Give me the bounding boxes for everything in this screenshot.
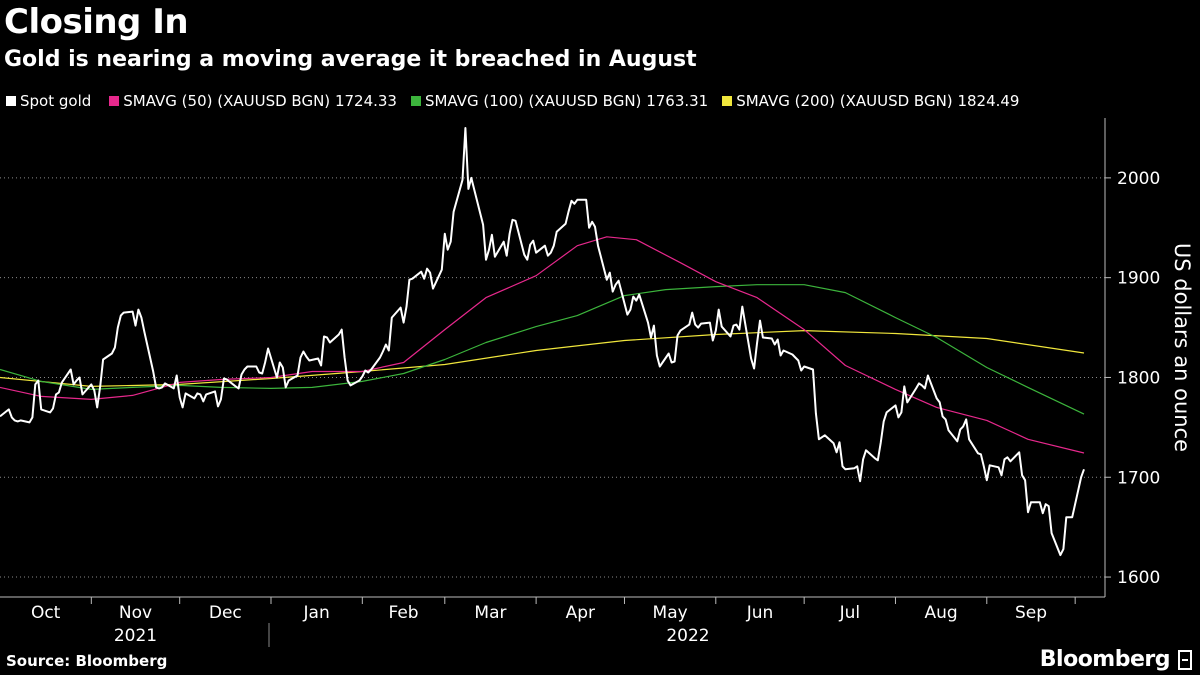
legend-label-smavg-100: SMAVG (100) (XAUUSD BGN) <box>424 92 642 110</box>
x-tick-label-nov: Nov <box>119 603 152 623</box>
x-year-label-2022: 2022 <box>666 626 709 646</box>
x-tick-label-may: May <box>653 603 688 623</box>
x-tick-label-jun: Jun <box>746 603 774 623</box>
grid-lines <box>0 177 1105 578</box>
legend-item-smavg-200: SMAVG (200) (XAUUSD BGN) 1824.49 <box>722 90 1019 112</box>
legend-value-smavg-100: 1763.31 <box>646 92 709 110</box>
smavg-100-line <box>0 284 1085 415</box>
legend-value-smavg-50: 1724.33 <box>334 92 397 110</box>
y-tick-label-1600: 1600 <box>1117 568 1160 588</box>
legend-label-spot-gold: Spot gold <box>20 92 92 110</box>
legend-item-smavg-50: SMAVG (50) (XAUUSD BGN) 1724.33 <box>109 90 397 112</box>
legend: Spot gold SMAVG (50) (XAUUSD BGN) 1724.3… <box>6 90 1033 112</box>
legend-label-smavg-50: SMAVG (50) (XAUUSD BGN) <box>123 92 331 110</box>
smavg-200-line <box>0 330 1085 387</box>
x-year-label-2021: 2021 <box>114 626 157 646</box>
chart-subtitle: Gold is nearing a moving average it brea… <box>4 47 697 72</box>
smavg-50-line <box>0 236 1085 454</box>
brand-name: Bloomberg <box>1039 647 1171 672</box>
x-tick-label-jul: Jul <box>839 603 861 623</box>
legend-item-spot-gold: Spot gold <box>6 90 91 112</box>
legend-swatch-spot-gold <box>6 96 16 106</box>
x-tick-label-mar: Mar <box>474 603 506 623</box>
brand-logo: Bloomberg <box>1040 645 1192 675</box>
x-tick-label-sep: Sep <box>1015 603 1047 623</box>
legend-swatch-smavg-100 <box>410 96 421 106</box>
source-note: Source: Bloomberg <box>6 652 168 670</box>
y-tick-label-2000: 2000 <box>1117 169 1160 189</box>
legend-swatch-smavg-200 <box>722 96 733 106</box>
x-tick-label-jan: Jan <box>303 603 330 623</box>
legend-swatch-smavg-50 <box>109 96 120 106</box>
x-tick-label-aug: Aug <box>925 603 958 623</box>
y-tick-label-1900: 1900 <box>1117 269 1160 289</box>
series-lines <box>0 127 1085 557</box>
legend-label-smavg-200: SMAVG (200) (XAUUSD BGN) <box>736 92 953 110</box>
spot-gold-line <box>0 127 1085 557</box>
y-tick-label-1700: 1700 <box>1117 468 1160 488</box>
x-tick-label-apr: Apr <box>566 603 595 623</box>
y-axis-label: US dollars an ounce <box>1170 243 1194 452</box>
x-tick-label-oct: Oct <box>31 603 61 623</box>
legend-value-smavg-200: 1824.49 <box>957 92 1020 110</box>
x-tick-label-dec: Dec <box>209 603 242 623</box>
x-tick-label-feb: Feb <box>388 603 418 623</box>
axes <box>0 118 1111 647</box>
tick-labels: 1600 1700 1800 1900 2000 Oct Nov Dec Jan Feb Mar Ap… <box>31 169 1160 646</box>
bloomberg-terminal-icon <box>1178 650 1192 670</box>
y-tick-label-1800: 1800 <box>1117 368 1160 388</box>
legend-item-smavg-100: SMAVG (100) (XAUUSD BGN) 1763.31 <box>410 90 709 112</box>
chart-title: Closing In <box>4 2 189 42</box>
